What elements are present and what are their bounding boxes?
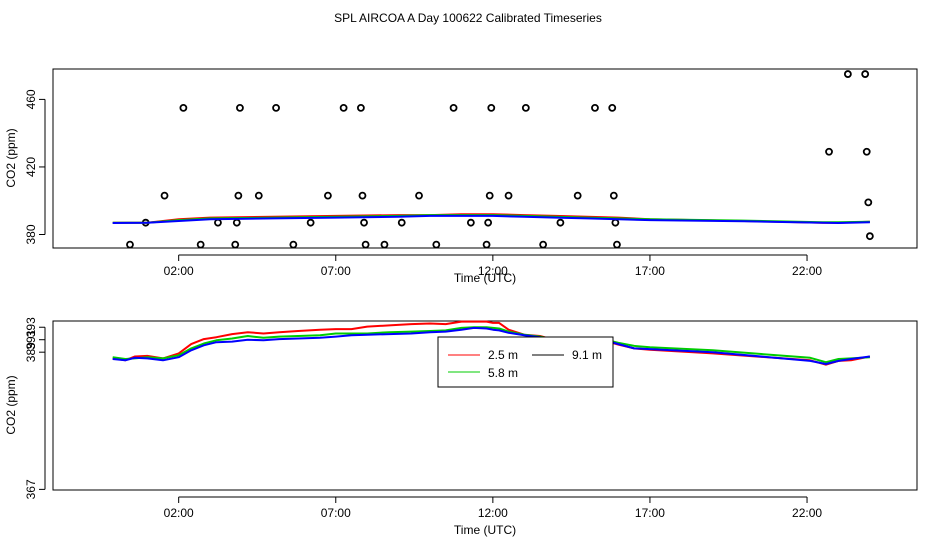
y-tick-label: 389 [24,342,38,362]
data-point [272,103,280,112]
chart-title: SPL AIRCOA A Day 100622 Calibrated Times… [334,11,602,25]
data-point [415,191,423,200]
data-point [466,218,475,227]
data-point [289,240,298,249]
x-tick-label: 12:00 [478,264,508,278]
data-point [380,240,389,249]
y-tick-label: 393 [24,317,38,337]
data-point [324,191,332,200]
data-point [358,191,367,200]
data-point [862,147,871,156]
legend-label-2-5m: 2.5 m [488,348,518,362]
line-series [112,320,871,366]
data-point [236,103,244,112]
data-point [361,240,370,249]
data-point [609,191,618,200]
data-point [397,218,406,227]
x-tick-label: 02:00 [164,264,194,278]
data-point [504,191,513,200]
data-point [339,103,348,112]
data-point [360,218,368,227]
data-point [861,70,870,78]
data-point [487,103,496,112]
series-line-5-8-m [112,326,870,364]
data-point [591,103,599,112]
y-tick-label: 380 [24,224,38,244]
data-point [356,103,365,112]
data-point [864,198,873,207]
data-point [231,240,240,249]
x-axis-top: 02:00 07:00 12:00 17:00 22:00 [164,254,822,278]
legend-label-5-8m: 5.8 m [488,366,518,380]
x-tick-label: 07:00 [321,264,351,278]
series-line-9-1-m [112,214,870,224]
x-axis-label-bottom: Time (UTC) [454,523,516,537]
data-point [843,70,852,78]
series-line-9-1-m [112,326,871,365]
data-point [573,191,582,200]
data-point [484,218,493,227]
data-point [611,218,620,227]
x-tick-label: 07:00 [321,506,351,520]
y-axis-top: 380 420 460 [24,89,46,245]
data-point [432,240,441,249]
x-axis-bottom: 02:00 07:00 12:00 17:00 22:00 [164,496,822,520]
data-point [160,191,169,200]
data-point [865,232,874,241]
data-point [234,191,243,200]
data-point [613,240,621,249]
x-tick-label: 17:00 [635,264,665,278]
data-point [556,218,565,227]
x-tick-label: 17:00 [635,506,665,520]
data-point [521,103,530,112]
legend-box [437,336,614,388]
y-tick-label: 460 [24,89,38,109]
data-point [196,240,205,249]
x-tick-label: 12:00 [478,506,508,520]
data-point [306,218,315,227]
data-point [214,218,222,227]
data-point [179,103,188,112]
x-tick-label: 22:00 [792,506,822,520]
data-point [482,240,491,249]
x-tick-label: 22:00 [792,264,822,278]
scatter-lines [112,213,870,224]
data-point [254,191,263,200]
data-point [449,103,458,112]
legend-label-9-1m: 9.1 m [572,348,602,362]
data-point [485,191,494,200]
y-axis-label-bottom: CO2 (ppm) [4,375,18,434]
scatter-points [126,70,874,249]
legend: 2.5 m 9.1 m 5.8 m [437,336,614,388]
y-tick-label: 391 [24,329,38,349]
data-point [539,240,548,249]
data-point [232,218,241,227]
x-axis-label-top: Time (UTC) [454,271,516,285]
x-tick-label: 02:00 [164,506,194,520]
y-tick-label: 420 [24,157,38,177]
panel-scatter: 02:00 07:00 12:00 17:00 22:00 380 420 460 Time… [4,68,918,285]
data-point [126,240,134,249]
y-tick-label: 367 [24,479,38,499]
data-point [608,103,617,112]
y-axis-label-top: CO2 (ppm) [4,128,18,187]
data-point [825,147,833,156]
